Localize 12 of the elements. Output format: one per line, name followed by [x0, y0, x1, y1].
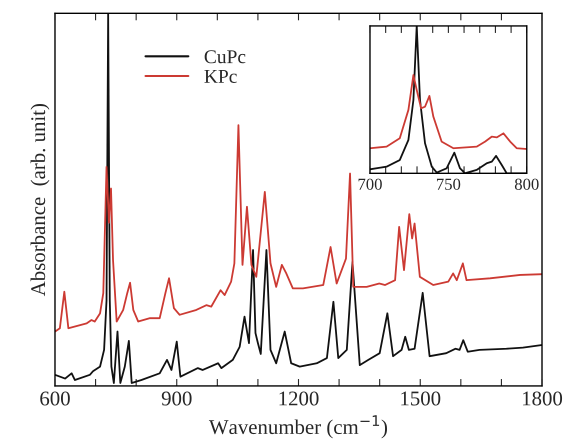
x-tick-label: 900 [162, 391, 192, 406]
x-tick-label: 1200 [279, 391, 319, 406]
x-tick-label: 1500 [401, 391, 440, 406]
legend-label: KPc [204, 70, 237, 83]
x-tick-label: 700 [358, 178, 382, 190]
x-tick-label: 750 [436, 178, 460, 190]
x-tick-label: 800 [514, 178, 539, 190]
x-axis-title: Wavenumber (cm$^{−1}$) [208, 415, 388, 438]
y-axis-title: Absorbance (arb. unit) [30, 104, 50, 296]
legend-label: CuPc [204, 50, 246, 64]
x-tick-label: 1800 [523, 391, 562, 406]
x-tick-label: 600 [40, 391, 70, 406]
